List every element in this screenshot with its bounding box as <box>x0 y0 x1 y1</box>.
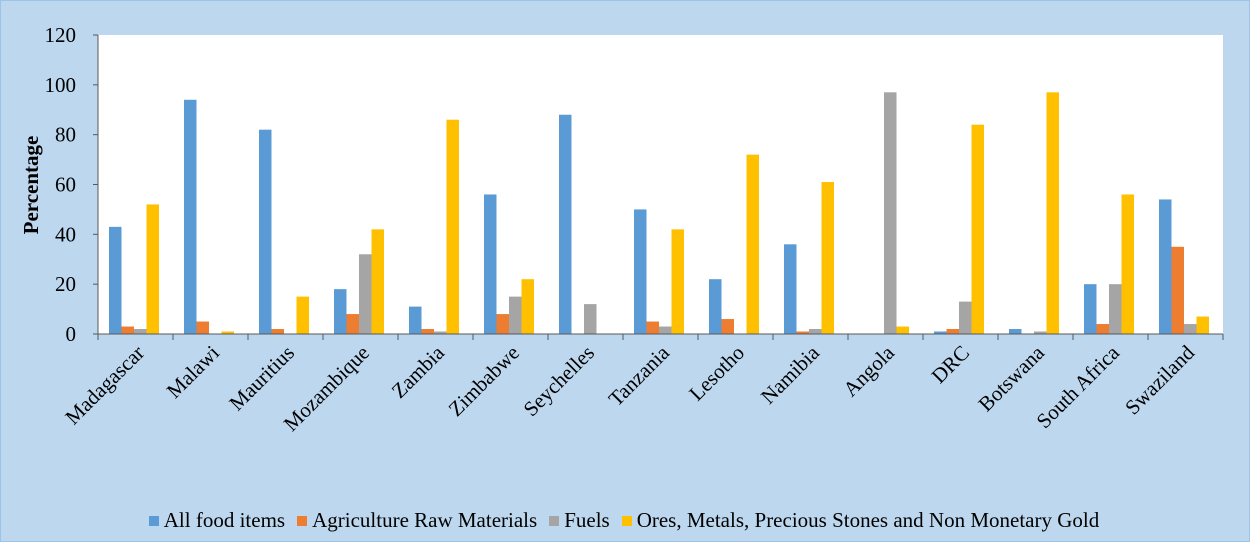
y-axis-title: Percentage <box>19 136 43 235</box>
bar <box>421 329 434 334</box>
x-category-label: Botswana <box>973 340 1049 416</box>
bars-layer <box>109 92 1209 335</box>
legend-swatch <box>297 515 308 526</box>
y-tick-label: 0 <box>66 322 77 346</box>
bar <box>1046 92 1059 334</box>
x-category-label: Malawi <box>162 340 224 402</box>
legend-swatch <box>148 515 159 526</box>
bar <box>1096 324 1109 334</box>
y-tick-label: 60 <box>55 173 76 197</box>
legend-label: All food items <box>163 508 286 532</box>
bar <box>584 304 597 334</box>
bar <box>884 92 897 334</box>
legend-label: Fuels <box>564 508 610 532</box>
bar <box>521 279 534 334</box>
bar <box>196 321 209 334</box>
bar <box>746 154 759 334</box>
bar <box>509 296 522 334</box>
legend-label: Agriculture Raw Materials <box>312 508 538 532</box>
bar <box>659 326 672 334</box>
x-category-label: DRC <box>927 341 975 389</box>
x-category-label: Swaziland <box>1120 340 1199 419</box>
plot-area <box>98 35 1223 334</box>
bar <box>896 326 909 334</box>
bar <box>671 229 684 334</box>
bar <box>346 314 359 334</box>
x-category-label: South Africa <box>1032 340 1125 433</box>
bar <box>1109 284 1122 334</box>
bar <box>1009 329 1022 334</box>
bar <box>259 129 272 334</box>
legend-item: Fuels <box>549 508 610 533</box>
x-category-label: Madagascar <box>60 341 149 430</box>
bar <box>134 329 147 334</box>
x-category-label: Lesotho <box>684 341 749 406</box>
x-category-label: Angola <box>838 340 899 401</box>
bar <box>446 119 459 334</box>
bar <box>409 306 422 334</box>
y-tick-label: 40 <box>55 222 76 246</box>
y-ticks-layer: 0 20 40 60 80 100 120 <box>45 23 98 346</box>
x-category-label: Mauritius <box>224 341 299 416</box>
bar <box>1159 199 1172 334</box>
bar <box>334 289 347 334</box>
bar <box>221 331 234 334</box>
bar <box>709 279 722 334</box>
bar-chart: 0 20 40 60 80 100 120 Madagascar Malawi Mauritiu… <box>19 23 1224 436</box>
bar <box>809 329 822 334</box>
x-category-label: Zambia <box>387 340 450 403</box>
bar <box>271 329 284 334</box>
bar <box>496 314 509 334</box>
x-category-label: Seychelles <box>519 341 599 421</box>
bar <box>1121 194 1134 334</box>
bar <box>146 204 159 334</box>
bar <box>434 331 447 334</box>
bar <box>1184 324 1197 334</box>
bar <box>959 301 972 334</box>
bar <box>1171 246 1184 334</box>
bar <box>821 182 834 334</box>
bar <box>121 326 134 334</box>
bar <box>359 254 372 334</box>
bar <box>109 226 122 334</box>
bar <box>784 244 797 334</box>
x-category-label: Namibia <box>756 340 825 409</box>
legend-swatch <box>549 515 560 526</box>
bar <box>559 114 572 334</box>
bar <box>796 331 809 334</box>
bar <box>1196 316 1209 334</box>
bar <box>184 99 197 335</box>
bar <box>484 194 497 334</box>
bar <box>946 329 959 334</box>
bar <box>971 124 984 334</box>
bar <box>934 331 947 334</box>
y-tick-label: 100 <box>45 73 77 97</box>
y-tick-label: 80 <box>55 123 76 147</box>
legend-item: Ores, Metals, Precious Stones and Non Mo… <box>621 508 1100 533</box>
legend-swatch <box>621 515 632 526</box>
bar <box>1084 284 1097 334</box>
y-tick-label: 20 <box>55 272 76 296</box>
bar <box>371 229 384 334</box>
bar <box>721 319 734 334</box>
bar <box>1034 331 1047 334</box>
bar <box>296 296 309 334</box>
x-category-label: Tanzania <box>604 340 675 411</box>
legend-item: Agriculture Raw Materials <box>297 508 537 533</box>
bar <box>646 321 659 334</box>
x-category-label: Zimbabwe <box>444 341 524 421</box>
legend: All food items Agriculture Raw Materials F… <box>0 508 1248 533</box>
bar <box>634 209 647 334</box>
legend-label: Ores, Metals, Precious Stones and Non Mo… <box>636 508 1100 532</box>
y-tick-label: 120 <box>45 23 77 47</box>
legend-item: All food items <box>148 508 286 533</box>
